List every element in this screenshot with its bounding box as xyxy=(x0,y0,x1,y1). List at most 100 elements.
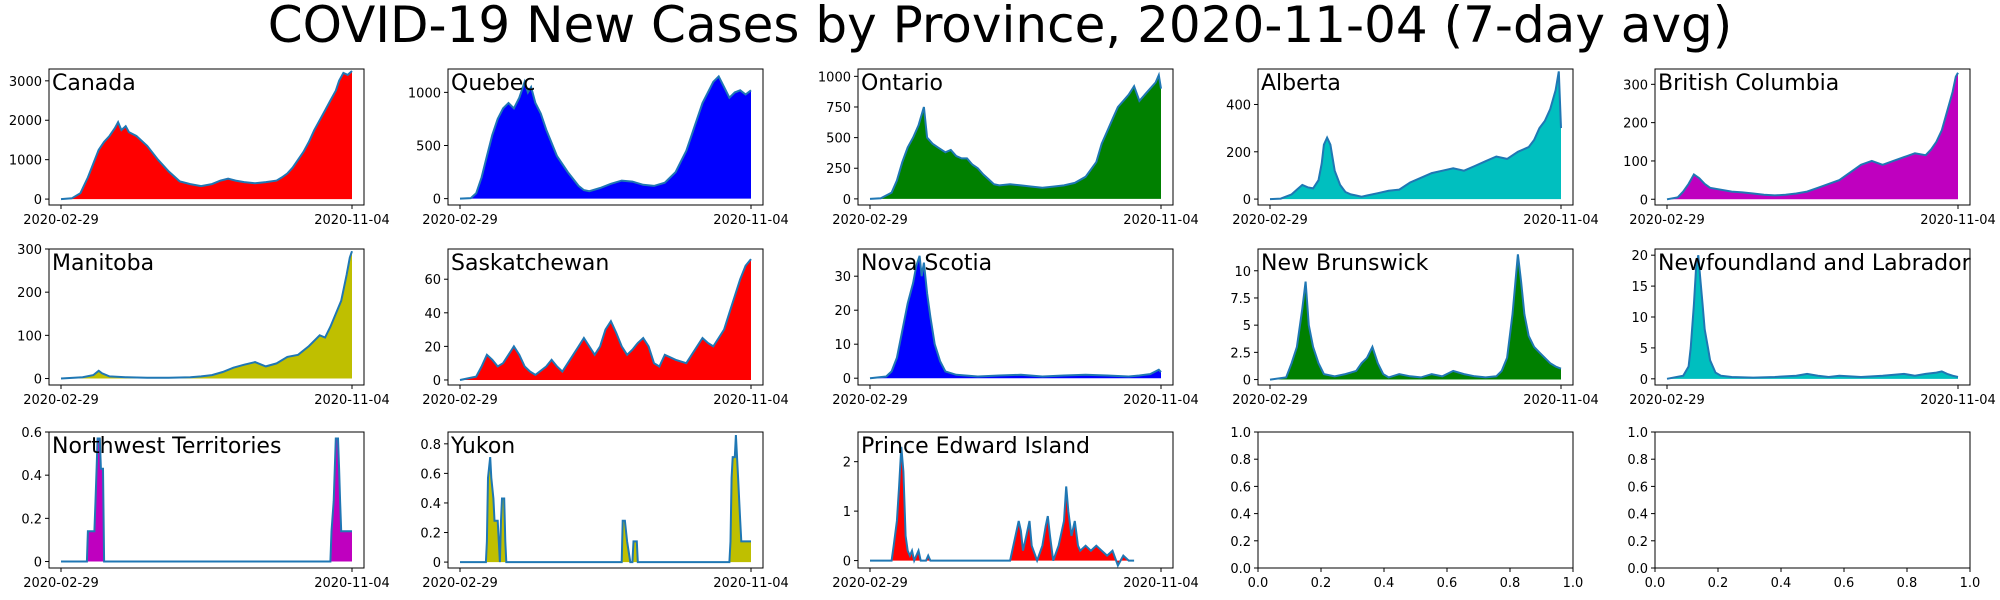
y-tick-label: 1.0 xyxy=(1627,426,1648,441)
panel-title: Ontario xyxy=(861,71,943,96)
panel-title: British Columbia xyxy=(1658,71,1839,96)
cases-line xyxy=(1269,71,1562,201)
panel-title: Alberta xyxy=(1261,71,1341,96)
y-tick-label: 500 xyxy=(416,140,441,155)
y-tick-label: 0 xyxy=(34,193,42,208)
y-tick-label: 500 xyxy=(826,132,851,147)
x-tick-label: 2020-02-29 xyxy=(23,213,99,228)
panel-title: Quebec xyxy=(451,71,535,96)
cases-area xyxy=(460,435,751,563)
panel-prince-edward-island: 0 1 2 2020-02-29 2020-11-04 Prince Edward Isl… xyxy=(832,431,1199,591)
y-tick-label: 15 xyxy=(1631,280,1648,295)
y-tick-label: 20 xyxy=(834,304,851,319)
y-tick-label: 2 xyxy=(843,456,851,471)
x-tick-label: 1.0 xyxy=(1563,576,1584,591)
y-tick-label: 0 xyxy=(433,193,441,208)
x-tick-label: 2020-02-29 xyxy=(422,393,498,408)
y-tick-label: 0 xyxy=(1640,193,1648,208)
y-tick-label: 0 xyxy=(34,556,42,571)
cases-line xyxy=(869,255,1162,380)
x-tick-label: 2020-02-29 xyxy=(832,213,908,228)
y-tick-label: 10 xyxy=(834,338,851,353)
y-tick-label: 0.4 xyxy=(21,469,42,484)
y-tick-label: 60 xyxy=(424,273,441,288)
y-tick-label: 0.2 xyxy=(1230,535,1251,550)
y-tick-label: 40 xyxy=(424,307,441,322)
y-tick-label: 0 xyxy=(1243,374,1251,389)
axes-frame xyxy=(1654,431,1971,569)
y-tick-label: 0 xyxy=(1640,373,1648,388)
y-tick-label: 300 xyxy=(17,243,42,258)
x-tick-label: 2020-11-04 xyxy=(314,393,390,408)
x-tick-label: 2020-02-29 xyxy=(832,576,908,591)
panel-title: Newfoundland and Labrador xyxy=(1658,251,1972,276)
axes-frame xyxy=(1257,431,1574,569)
y-tick-label: 0.4 xyxy=(420,497,441,512)
axes-frame xyxy=(48,248,365,386)
y-tick-label: 100 xyxy=(17,329,42,344)
x-tick-label: 2020-02-29 xyxy=(1629,393,1705,408)
panel-nova-scotia: 0 10 20 30 2020-02-29 2020-11-04 Nova Scotia xyxy=(832,248,1199,408)
figure-title: COVID-19 New Cases by Province, 2020-11-… xyxy=(268,0,1733,54)
y-tick-label: 5 xyxy=(1243,319,1251,334)
x-tick-label: 1.0 xyxy=(1960,576,1981,591)
panel-canada: 0 1000 2000 3000 2020-02-29 2020-11-04 Canada xyxy=(9,68,390,228)
x-tick-label: 2020-02-29 xyxy=(23,393,99,408)
x-tick-label: 2020-11-04 xyxy=(1123,576,1199,591)
y-tick-label: 30 xyxy=(834,270,851,285)
y-tick-label: 1000 xyxy=(9,154,42,169)
cases-line xyxy=(1666,72,1959,201)
axes-frame xyxy=(447,431,764,569)
panel-newfoundland-and-labrador: 0 5 10 15 20 2020-02-29 2020-11-04 Newfoundland… xyxy=(1629,248,1996,408)
x-tick-label: 2020-02-29 xyxy=(422,576,498,591)
x-tick-label: 0.2 xyxy=(1708,576,1729,591)
axes-frame xyxy=(447,68,764,206)
cases-line xyxy=(1666,255,1959,380)
axes-frame xyxy=(857,431,1174,569)
panel-title: Manitoba xyxy=(52,251,154,276)
cases-line xyxy=(1269,254,1562,381)
y-tick-label: 20 xyxy=(424,340,441,355)
y-tick-label: 250 xyxy=(826,162,851,177)
panel-saskatchewan: 0 20 40 60 2020-02-29 2020-11-04 Saskatchewan xyxy=(422,248,789,408)
cases-line xyxy=(60,250,353,380)
y-tick-label: 0.8 xyxy=(1627,453,1648,468)
x-tick-label: 0.8 xyxy=(1500,576,1521,591)
x-tick-label: 0.6 xyxy=(1437,576,1458,591)
y-tick-label: 0.4 xyxy=(1230,508,1251,523)
x-tick-label: 2020-11-04 xyxy=(1123,393,1199,408)
y-tick-label: 0 xyxy=(843,193,851,208)
axes-frame xyxy=(447,248,764,386)
y-tick-label: 0.6 xyxy=(1230,480,1251,495)
y-tick-label: 5 xyxy=(1640,342,1648,357)
y-tick-label: 0 xyxy=(843,372,851,387)
y-tick-label: 1.0 xyxy=(1230,426,1251,441)
y-tick-label: 0.0 xyxy=(1627,562,1648,577)
empty-axes: 0.0 0.2 0.4 0.6 0.8 1.0 0.0 0.2 0.4 0.6 0.8 1.0 xyxy=(1627,426,1980,591)
y-tick-label: 0.6 xyxy=(420,467,441,482)
x-tick-label: 2020-02-29 xyxy=(1629,213,1705,228)
y-tick-label: 0.6 xyxy=(21,426,42,441)
cases-area xyxy=(1270,71,1561,200)
y-tick-label: 750 xyxy=(826,101,851,116)
cases-line xyxy=(60,70,353,201)
panel-manitoba: 0 100 200 300 2020-02-29 2020-11-04 Manitoba xyxy=(17,243,390,408)
y-tick-label: 7.5 xyxy=(1230,292,1251,307)
x-tick-label: 0.2 xyxy=(1311,576,1332,591)
y-tick-label: 0 xyxy=(433,556,441,571)
x-tick-label: 0.4 xyxy=(1771,576,1792,591)
cases-line xyxy=(460,434,751,564)
x-tick-label: 2020-11-04 xyxy=(314,576,390,591)
panel-title: Canada xyxy=(52,71,136,96)
panel-title: New Brunswick xyxy=(1261,251,1429,276)
panel-quebec: 0 500 1000 2020-02-29 2020-11-04 Quebec xyxy=(408,68,789,228)
axes-frame xyxy=(1654,68,1971,206)
axes-frame xyxy=(48,431,365,569)
cases-area xyxy=(870,446,1135,566)
y-tick-label: 10 xyxy=(1631,311,1648,326)
empty-axes: 0.0 0.2 0.4 0.6 0.8 1.0 0.0 0.2 0.4 0.6 0.8 1.0 xyxy=(1230,426,1583,591)
panel-ontario: 0 250 500 750 1000 2020-02-29 2020-11-04 Ontari… xyxy=(818,68,1199,228)
x-tick-label: 2020-11-04 xyxy=(314,213,390,228)
y-tick-label: 0.2 xyxy=(21,512,42,527)
